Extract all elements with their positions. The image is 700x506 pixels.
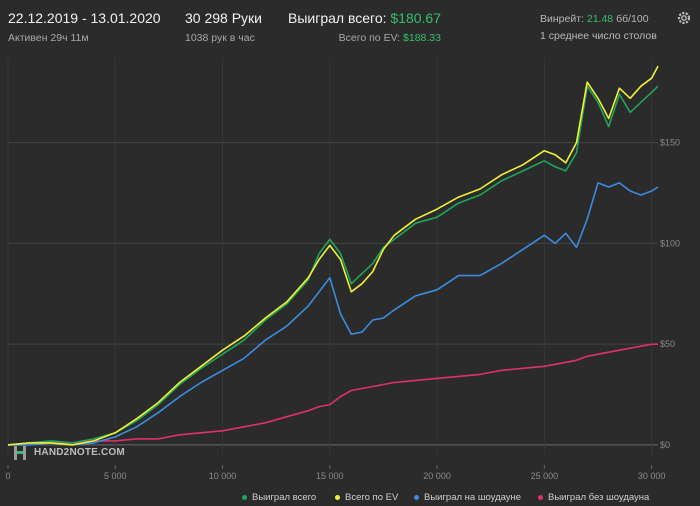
winrate-unit: бб/100 [616, 13, 649, 25]
winrate-label: Винрейт: [540, 13, 584, 25]
winnings-info: Выиграл всего: $180.67 Всего по EV: $188… [288, 10, 441, 44]
legend: Выиграл всего Всего по EV Выиграл на шоу… [0, 492, 700, 506]
legend-item-showdown[interactable]: Выиграл на шоудауне [414, 492, 521, 503]
x-tick-label: 15 000 [316, 471, 344, 481]
series-line-3 [7, 343, 658, 446]
legend-item-nonshowdown[interactable]: Выиграл без шоудауна [538, 492, 649, 503]
session-info: 22.12.2019 - 13.01.2020 Активен 29ч 11м [8, 10, 161, 44]
series-line-0 [7, 85, 659, 446]
legend-label-won: Выиграл всего [252, 492, 317, 503]
legend-item-won[interactable]: Выиграл всего [242, 492, 316, 503]
active-time: Активен 29ч 11м [8, 32, 89, 44]
x-tick-label: 30 000 [638, 471, 666, 481]
x-tick-label: 5 000 [104, 471, 127, 481]
won-label: Выиграл всего: [288, 10, 387, 26]
hands-rate: 1038 рук в час [185, 32, 255, 44]
legend-item-ev[interactable]: Всего по EV [335, 492, 398, 503]
y-tick-label: $0 [660, 440, 670, 450]
legend-label-ev: Всего по EV [345, 492, 399, 503]
y-tick-label: $100 [660, 238, 680, 248]
legend-label-showdown: Выиграл на шоудауне [424, 492, 522, 503]
hands-info: 30 298 Руки 1038 рук в час [185, 10, 262, 44]
x-tick-label: 0 [5, 471, 10, 481]
y-tick-label: $50 [660, 339, 675, 349]
gear-icon[interactable] [676, 10, 692, 26]
winrate-value: 21.48 [586, 13, 614, 25]
ev-label: Всего по EV: [338, 32, 401, 44]
won-value: $180.67 [390, 10, 441, 26]
ev-value: $188.33 [403, 32, 441, 44]
tables-count: 1 среднее число столов [540, 30, 657, 42]
legend-dot-showdown [414, 494, 419, 500]
hands-count: 30 298 Руки [185, 10, 262, 26]
summary-header: 22.12.2019 - 13.01.2020 Активен 29ч 11м … [0, 0, 700, 52]
x-tick-label: 10 000 [209, 471, 237, 481]
x-tick-label: 20 000 [423, 471, 451, 481]
legend-label-nonshowdown: Выиграл без шоудауна [548, 492, 650, 503]
hand2note-logo-text: HAND2NOTE.COM [34, 447, 125, 458]
y-tick-label: $150 [660, 138, 680, 148]
hand2note-logo-icon [14, 446, 26, 460]
x-tick-label: 25 000 [531, 471, 559, 481]
legend-dot-won [242, 494, 247, 500]
winrate-info: Винрейт: 21.48 бб/100 1 среднее число ст… [540, 10, 657, 42]
legend-dot-ev [335, 494, 340, 500]
legend-dot-nonshowdown [538, 494, 543, 500]
hand2note-logo: HAND2NOTE.COM [12, 444, 132, 462]
date-range: 22.12.2019 - 13.01.2020 [8, 10, 161, 26]
series-line-2 [8, 182, 659, 446]
series-line-1 [7, 65, 659, 446]
